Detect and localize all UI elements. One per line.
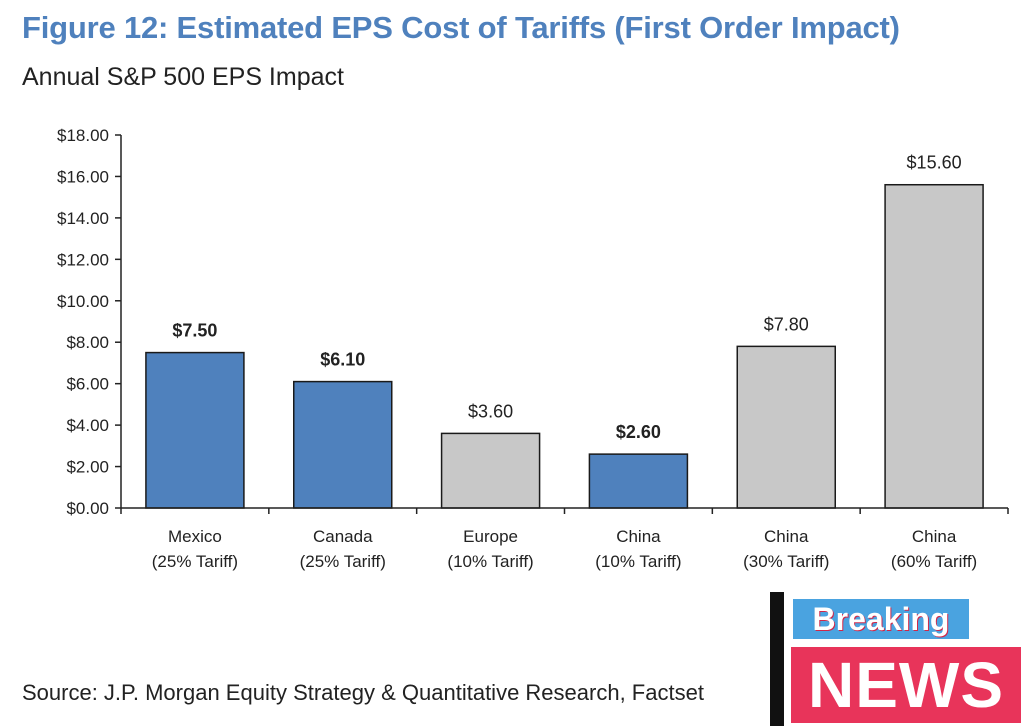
- y-tick-label: $16.00: [57, 167, 109, 186]
- x-category-label: (30% Tariff): [743, 552, 829, 571]
- y-tick-label: $4.00: [66, 416, 109, 435]
- bars: $7.50 $6.10 $3.60 $2.60 $7.80 $15.60: [145, 153, 984, 509]
- breaking-news-badge: Breaking NEWS: [770, 592, 1024, 726]
- bar-data-label: $7.80: [764, 314, 809, 334]
- x-category-label: (25% Tariff): [300, 552, 386, 571]
- y-tick-label: $6.00: [66, 375, 109, 394]
- x-category-label: China: [616, 527, 661, 546]
- y-tick-label: $18.00: [57, 126, 109, 145]
- x-category-label: (10% Tariff): [447, 552, 533, 571]
- figure-title: Figure 12: Estimated EPS Cost of Tariffs…: [22, 10, 900, 45]
- y-tick-label: $8.00: [66, 333, 109, 352]
- x-category-label: China: [912, 527, 957, 546]
- bar: [293, 380, 393, 509]
- x-category-label: (25% Tariff): [152, 552, 238, 571]
- y-tick-label: $10.00: [57, 292, 109, 311]
- bar-data-label: $2.60: [616, 422, 661, 442]
- bar-data-label: $7.50: [172, 321, 217, 341]
- bar: [588, 453, 689, 509]
- x-category-label: China: [764, 527, 809, 546]
- bar-data-label: $3.60: [468, 401, 513, 421]
- bar-data-label: $6.10: [320, 350, 365, 370]
- x-category-label: Europe: [463, 527, 518, 546]
- y-tick-label: $14.00: [57, 209, 109, 228]
- badge-bar: [770, 592, 784, 726]
- bar-chart: $0.00 $2.00 $4.00 $6.00 $8.00 $10.00 $12.00 $14…: [57, 126, 1009, 571]
- y-tick-label: $2.00: [66, 458, 109, 477]
- y-tick-label: $12.00: [57, 250, 109, 269]
- source-note: Source: J.P. Morgan Equity Strategy & Qu…: [22, 680, 704, 705]
- bar: [440, 432, 541, 509]
- y-tick-label: $0.00: [66, 499, 109, 518]
- x-category-label: Mexico: [168, 527, 222, 546]
- x-axis: Mexico (25% Tariff) Canada (25% Tariff) Euro…: [120, 507, 1009, 571]
- bar: [736, 345, 836, 509]
- x-category-label: (60% Tariff): [891, 552, 977, 571]
- bar: [884, 183, 984, 509]
- y-axis: $0.00 $2.00 $4.00 $6.00 $8.00 $10.00 $12.00 $14…: [57, 126, 122, 518]
- x-category-label: Canada: [313, 527, 373, 546]
- badge-top-text: Breaking: [790, 596, 972, 642]
- badge-bottom-text: NEWS: [788, 644, 1024, 726]
- x-category-label: (10% Tariff): [595, 552, 681, 571]
- bar-data-label: $15.60: [907, 153, 962, 173]
- bar: [145, 351, 245, 509]
- figure-subtitle: Annual S&P 500 EPS Impact: [22, 63, 344, 91]
